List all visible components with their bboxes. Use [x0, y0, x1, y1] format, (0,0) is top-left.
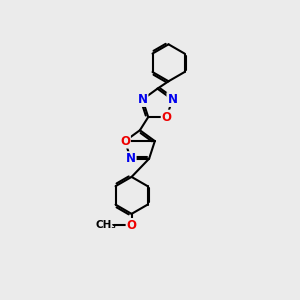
Text: O: O: [120, 135, 130, 148]
Text: O: O: [162, 111, 172, 124]
Text: O: O: [127, 219, 136, 232]
Text: CH₃: CH₃: [95, 220, 116, 230]
Text: N: N: [167, 93, 177, 106]
Text: N: N: [137, 93, 148, 106]
Text: N: N: [126, 152, 136, 165]
